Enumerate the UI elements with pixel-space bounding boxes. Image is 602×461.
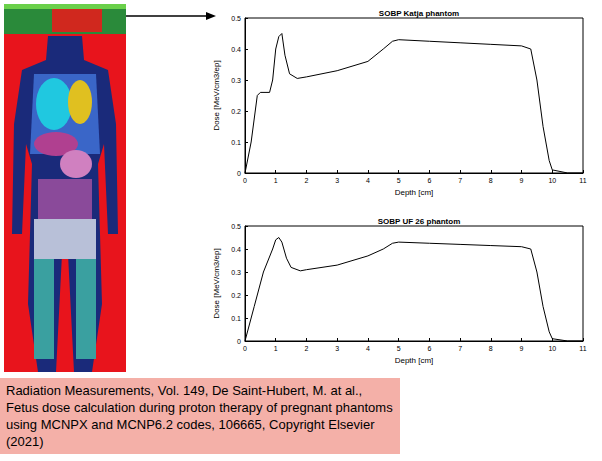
svg-text:0.3: 0.3 (231, 77, 241, 84)
svg-text:4: 4 (366, 177, 370, 184)
svg-text:10: 10 (548, 345, 556, 352)
svg-text:5: 5 (397, 345, 401, 352)
svg-text:8: 8 (489, 345, 493, 352)
svg-text:0: 0 (243, 345, 247, 352)
svg-text:SOBP UF 26 phantom: SOBP UF 26 phantom (378, 217, 461, 226)
svg-text:0.1: 0.1 (231, 315, 241, 322)
svg-text:8: 8 (489, 177, 493, 184)
svg-text:0: 0 (243, 177, 247, 184)
svg-text:10: 10 (548, 177, 556, 184)
svg-text:11: 11 (579, 345, 586, 352)
svg-text:3: 3 (335, 177, 339, 184)
svg-text:2: 2 (305, 177, 309, 184)
svg-text:5: 5 (397, 177, 401, 184)
svg-text:Dose [MeV/cm3/ep]: Dose [MeV/cm3/ep] (212, 248, 221, 318)
svg-text:0.4: 0.4 (231, 246, 241, 253)
svg-text:3: 3 (335, 345, 339, 352)
svg-text:Dose [MeV/cm3/ep]: Dose [MeV/cm3/ep] (212, 60, 221, 130)
html-text:Radiation Measurements, Vol. 1: Radiation Measurements, Vol. 149, De Sai… (6, 383, 393, 449)
svg-text:6: 6 (427, 345, 431, 352)
svg-text:Depth [cm]: Depth [cm] (395, 188, 434, 197)
svg-text:0.5: 0.5 (231, 223, 241, 230)
svg-text:4: 4 (366, 345, 370, 352)
svg-text:2: 2 (305, 345, 309, 352)
svg-text:11: 11 (579, 177, 586, 184)
svg-text:SOBP Katja phantom: SOBP Katja phantom (379, 9, 459, 18)
svg-text:Depth [cm]: Depth [cm] (395, 356, 434, 365)
svg-text:0.4: 0.4 (231, 46, 241, 53)
svg-text:1: 1 (274, 345, 278, 352)
svg-text:0.2: 0.2 (231, 292, 241, 299)
svg-text:7: 7 (458, 345, 462, 352)
svg-text:0.1: 0.1 (231, 139, 241, 146)
svg-text:9: 9 (520, 177, 524, 184)
svg-text:0.3: 0.3 (231, 269, 241, 276)
svg-text:0.5: 0.5 (231, 15, 241, 22)
svg-text:0: 0 (237, 170, 241, 177)
svg-text:7: 7 (458, 177, 462, 184)
svg-text:0.2: 0.2 (231, 108, 241, 115)
svg-text:1: 1 (274, 177, 278, 184)
svg-text:0: 0 (237, 338, 241, 345)
svg-text:9: 9 (520, 345, 524, 352)
svg-text:6: 6 (427, 177, 431, 184)
